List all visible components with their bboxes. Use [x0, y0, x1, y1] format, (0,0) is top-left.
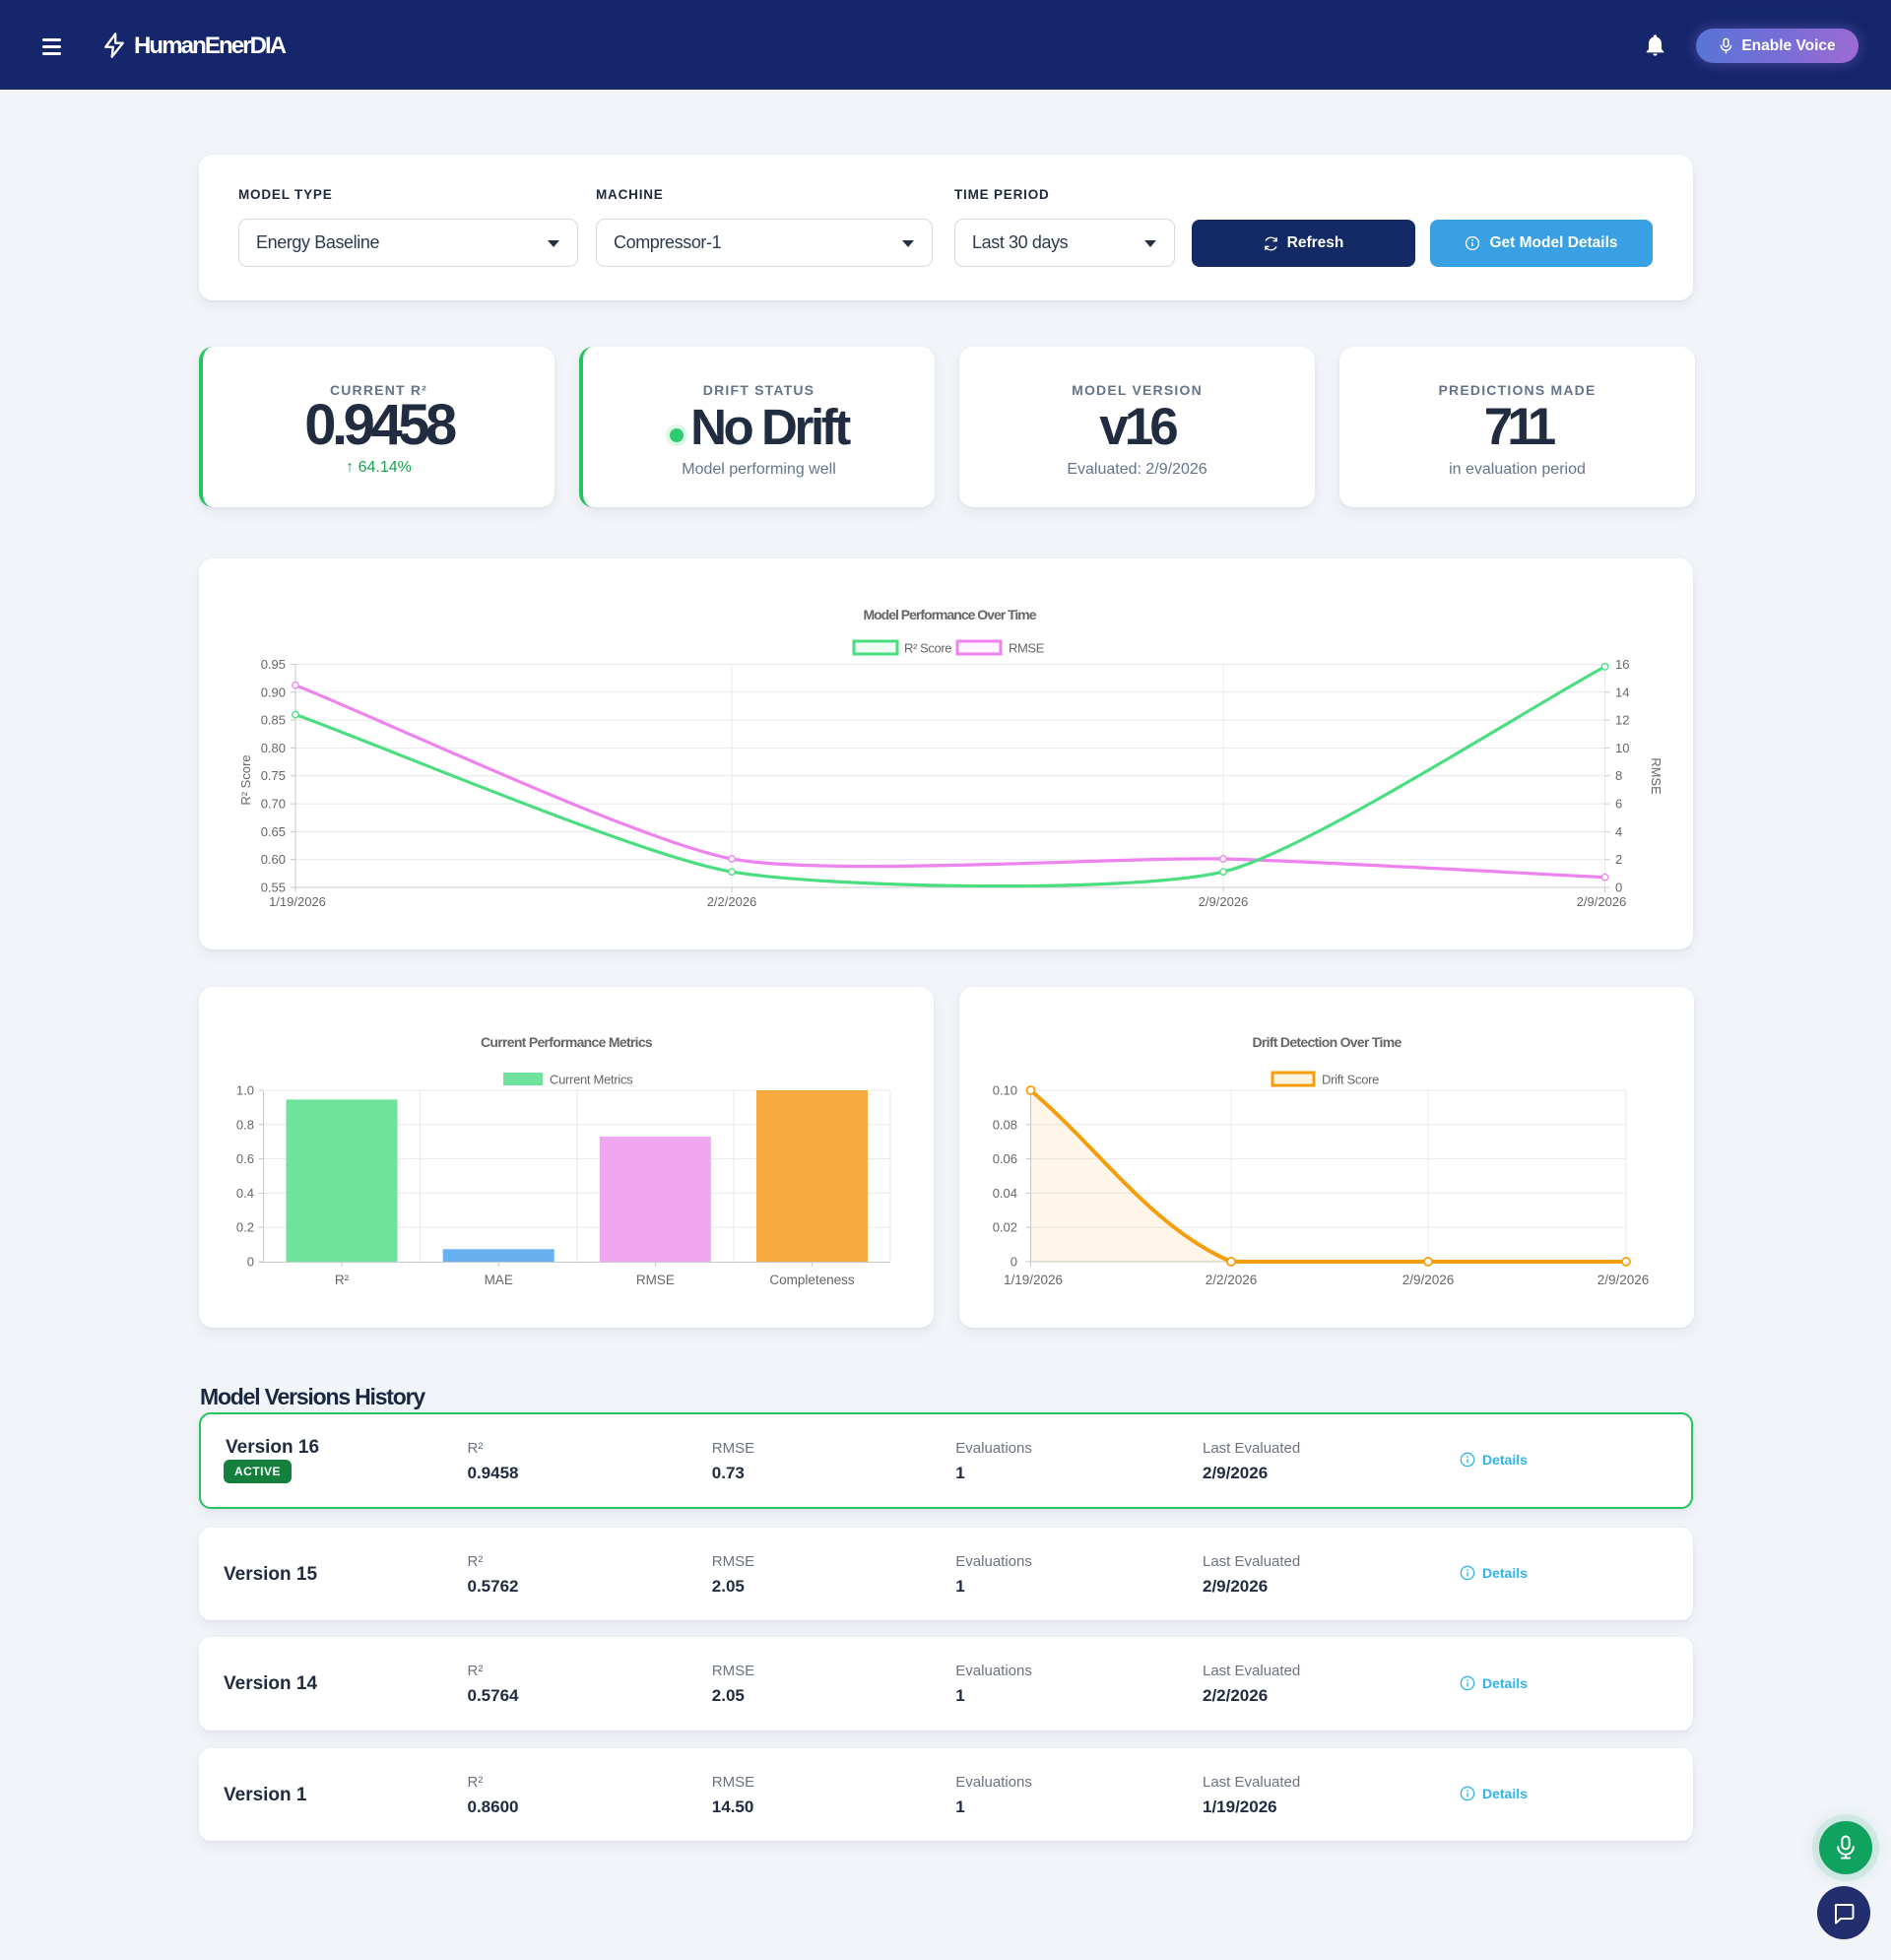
svg-text:RMSE: RMSE [636, 1273, 675, 1287]
svg-text:14: 14 [1615, 685, 1629, 699]
svg-text:10: 10 [1615, 741, 1629, 755]
svg-text:0.08: 0.08 [993, 1117, 1017, 1132]
svg-text:0: 0 [1011, 1255, 1017, 1270]
svg-text:0.8: 0.8 [236, 1117, 254, 1132]
svg-text:2/9/2026: 2/9/2026 [1577, 894, 1627, 909]
svg-text:0: 0 [247, 1255, 254, 1270]
svg-text:0.65: 0.65 [261, 824, 286, 839]
svg-text:0.04: 0.04 [993, 1186, 1017, 1201]
svg-text:4: 4 [1615, 824, 1622, 839]
svg-text:8: 8 [1615, 768, 1622, 783]
svg-text:Current Performance Metrics: Current Performance Metrics [481, 1034, 653, 1050]
svg-text:2/9/2026: 2/9/2026 [1199, 894, 1249, 909]
svg-text:RMSE: RMSE [1649, 757, 1663, 795]
svg-text:12: 12 [1615, 713, 1629, 728]
svg-text:6: 6 [1615, 797, 1622, 812]
svg-text:0.4: 0.4 [236, 1186, 254, 1201]
svg-text:Drift Detection Over Time: Drift Detection Over Time [1252, 1034, 1402, 1050]
svg-text:Model Performance Over Time: Model Performance Over Time [863, 607, 1036, 622]
svg-text:2/2/2026: 2/2/2026 [707, 894, 757, 909]
svg-text:MAE: MAE [485, 1273, 513, 1287]
svg-text:0.10: 0.10 [993, 1083, 1017, 1098]
svg-text:2/9/2026: 2/9/2026 [1402, 1273, 1455, 1287]
svg-text:2/9/2026: 2/9/2026 [1598, 1273, 1650, 1287]
svg-text:0.95: 0.95 [261, 657, 286, 672]
svg-text:R² Score: R² Score [904, 641, 951, 656]
svg-text:Completeness: Completeness [769, 1273, 855, 1287]
svg-text:Drift Score: Drift Score [1322, 1073, 1379, 1087]
svg-text:1.0: 1.0 [236, 1083, 254, 1098]
svg-text:1/19/2026: 1/19/2026 [1004, 1273, 1063, 1287]
svg-text:0.06: 0.06 [993, 1151, 1017, 1166]
svg-text:1/19/2026: 1/19/2026 [269, 894, 326, 909]
svg-text:16: 16 [1615, 657, 1629, 672]
svg-text:0.02: 0.02 [993, 1220, 1017, 1235]
svg-text:0.85: 0.85 [261, 713, 286, 728]
svg-text:0.6: 0.6 [236, 1151, 254, 1166]
svg-text:0.90: 0.90 [261, 685, 286, 699]
svg-text:0: 0 [1615, 881, 1622, 895]
svg-text:0.75: 0.75 [261, 768, 286, 783]
svg-text:0.55: 0.55 [261, 881, 286, 895]
svg-text:RMSE: RMSE [1009, 641, 1045, 656]
svg-text:0.60: 0.60 [261, 852, 286, 867]
svg-text:0.70: 0.70 [261, 797, 286, 812]
svg-text:2: 2 [1615, 852, 1622, 867]
svg-text:0.80: 0.80 [261, 741, 286, 755]
svg-text:0.2: 0.2 [236, 1220, 254, 1235]
svg-text:Current Metrics: Current Metrics [550, 1073, 633, 1087]
svg-text:R² Score: R² Score [238, 754, 253, 805]
svg-text:R²: R² [335, 1273, 350, 1287]
svg-text:2/2/2026: 2/2/2026 [1206, 1273, 1258, 1287]
